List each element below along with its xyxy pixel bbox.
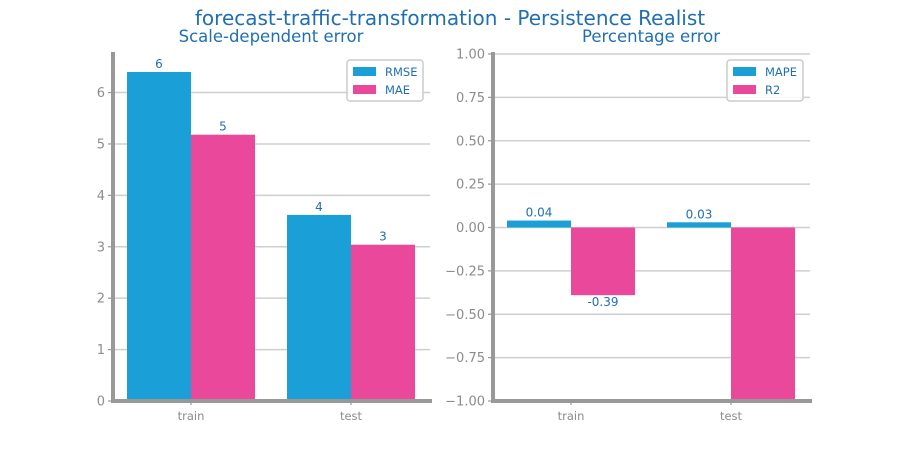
y-tick-label: −1.00 (445, 395, 485, 410)
legend-label-r2: R2 (765, 83, 780, 97)
figure-title: forecast-traffic-transformation - Persis… (195, 6, 705, 30)
data-label: 3 (379, 230, 387, 244)
bar-mape-train (507, 220, 571, 228)
y-tick-label: 1 (97, 343, 105, 358)
bar-r2-test (731, 227, 795, 401)
legend-swatch-mape (733, 67, 756, 76)
y-tick-label: 4 (97, 189, 105, 204)
data-label: 6 (155, 57, 163, 71)
x-tick-label: test (720, 409, 743, 423)
y-tick-label: 3 (97, 240, 105, 255)
panel-title: Scale-dependent error (179, 27, 364, 46)
y-tick-label: 1.00 (456, 48, 485, 63)
x-tick-label: train (558, 409, 585, 423)
y-tick-label: 0.25 (456, 178, 485, 193)
y-tick-label: 0.00 (456, 221, 485, 236)
data-label: 5 (219, 120, 227, 134)
data-label: 4 (315, 200, 323, 214)
chart-panel-1: 6 4 5 3 0 1 2 3 4 5 6 train test Scale-dependent erro… (97, 27, 432, 423)
y-tick-label: 6 (97, 86, 105, 101)
bar-mae-train (191, 134, 255, 401)
bar-r2-train (571, 227, 635, 296)
y-tick-label: 0 (97, 395, 105, 410)
chart-panel-2: 0.04 0.03 -0.39 −1.00 −0.75 −0.50 −0.25 0.00 0.2… (445, 27, 812, 423)
legend-swatch-r2 (733, 85, 756, 94)
legend-label-mape: MAPE (765, 65, 797, 79)
x-tick-label: test (340, 409, 363, 423)
bar-mae-test (351, 244, 415, 401)
data-label: -0.39 (587, 295, 618, 309)
y-tick-label: 2 (97, 292, 105, 307)
y-tick-label: −0.75 (445, 351, 485, 366)
data-label: 0.03 (686, 207, 713, 221)
x-tick-label: train (178, 409, 205, 423)
y-tick-label: −0.25 (445, 264, 485, 279)
panel-title: Percentage error (582, 27, 720, 46)
y-tick-label: −0.50 (445, 308, 485, 323)
bar-rmse-train (127, 71, 191, 402)
y-tick-label: 5 (97, 137, 105, 152)
chart-panels: 6 4 5 3 0 1 2 3 4 5 6 train test Scale-dependent erro… (97, 27, 812, 423)
y-tick-label: 0.50 (456, 134, 485, 149)
legend: RMSE MAE (346, 59, 424, 102)
legend: MAPE R2 (726, 59, 804, 102)
legend-label-rmse: RMSE (385, 65, 417, 79)
y-tick-label: 0.75 (456, 91, 485, 106)
data-label: 0.04 (526, 206, 553, 220)
bar-mape-test (667, 222, 731, 228)
legend-label-mae: MAE (385, 83, 410, 97)
legend-swatch-mae (353, 85, 376, 94)
bar-rmse-test (287, 214, 351, 401)
legend-swatch-rmse (353, 67, 376, 76)
